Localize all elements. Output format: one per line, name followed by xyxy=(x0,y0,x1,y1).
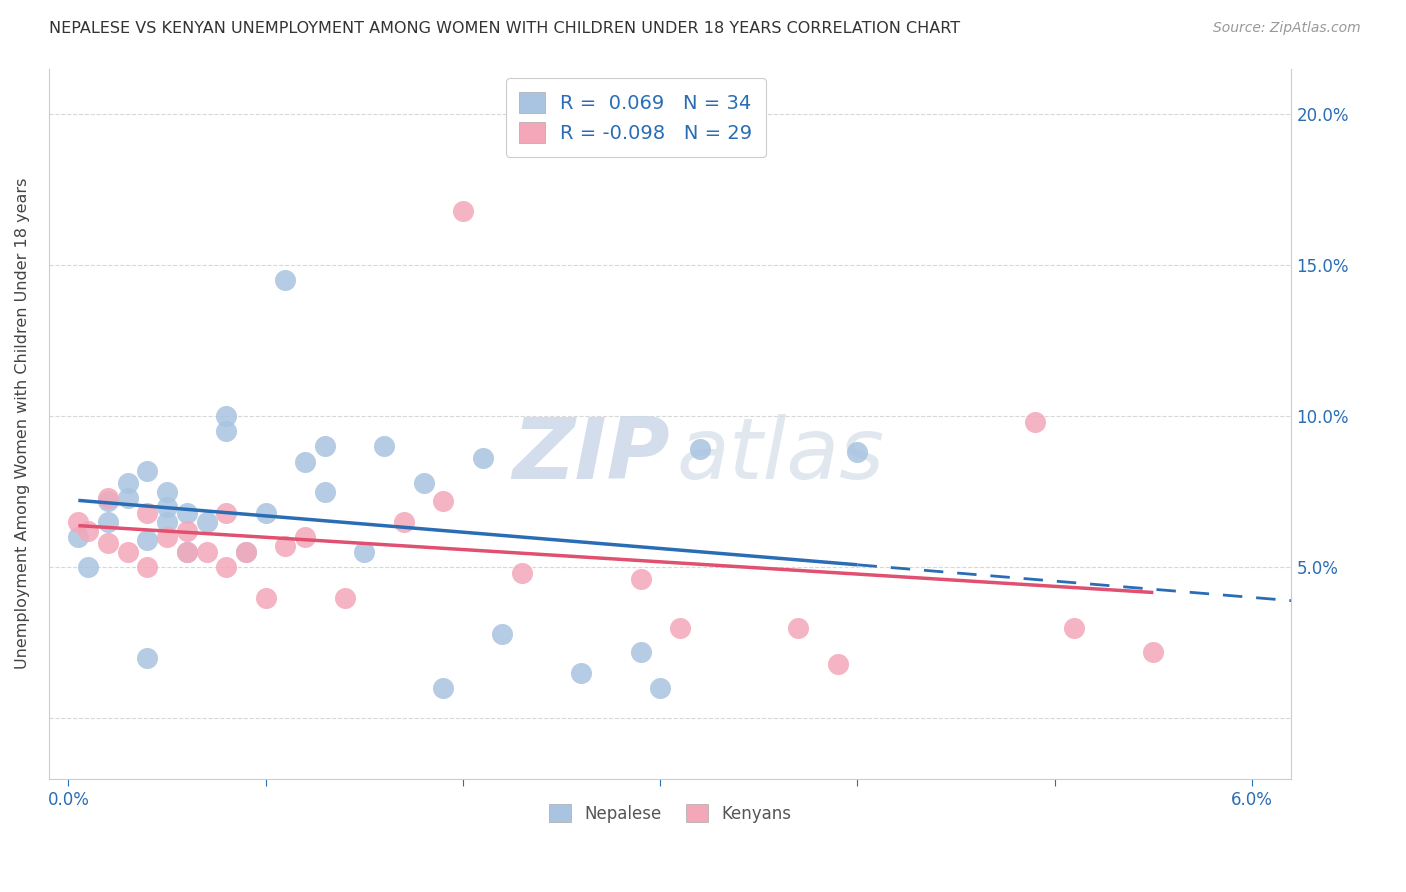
Point xyxy=(294,454,316,468)
Point xyxy=(176,545,198,559)
Point xyxy=(294,530,316,544)
Point xyxy=(195,545,218,559)
Point xyxy=(392,515,415,529)
Point xyxy=(314,484,336,499)
Point xyxy=(235,545,257,559)
Legend: Nepalese, Kenyans: Nepalese, Kenyans xyxy=(537,792,803,835)
Point xyxy=(77,524,100,538)
Point xyxy=(491,627,513,641)
Point xyxy=(569,666,592,681)
Point xyxy=(117,475,139,490)
Point xyxy=(97,536,120,550)
Text: NEPALESE VS KENYAN UNEMPLOYMENT AMONG WOMEN WITH CHILDREN UNDER 18 YEARS CORRELA: NEPALESE VS KENYAN UNEMPLOYMENT AMONG WO… xyxy=(49,21,960,36)
Point xyxy=(77,560,100,574)
Point xyxy=(827,657,849,671)
Point xyxy=(235,545,257,559)
Point xyxy=(510,566,533,581)
Point xyxy=(373,439,395,453)
Point xyxy=(156,500,179,514)
Point xyxy=(630,573,652,587)
Point xyxy=(432,681,454,696)
Point xyxy=(67,515,90,529)
Point xyxy=(650,681,672,696)
Point xyxy=(176,524,198,538)
Point xyxy=(215,506,238,520)
Point xyxy=(451,203,474,218)
Point xyxy=(97,491,120,505)
Text: ZIP: ZIP xyxy=(512,414,671,497)
Point xyxy=(136,506,159,520)
Point xyxy=(846,445,869,459)
Point xyxy=(67,530,90,544)
Point xyxy=(176,506,198,520)
Text: Source: ZipAtlas.com: Source: ZipAtlas.com xyxy=(1213,21,1361,35)
Point xyxy=(274,273,297,287)
Point xyxy=(215,424,238,438)
Point xyxy=(117,545,139,559)
Point xyxy=(353,545,375,559)
Point xyxy=(412,475,434,490)
Point xyxy=(630,645,652,659)
Point xyxy=(254,506,277,520)
Point xyxy=(689,442,711,457)
Point xyxy=(1142,645,1164,659)
Point xyxy=(156,530,179,544)
Point xyxy=(195,515,218,529)
Point xyxy=(97,493,120,508)
Point xyxy=(215,409,238,424)
Point xyxy=(156,484,179,499)
Point xyxy=(669,621,692,635)
Point xyxy=(136,533,159,547)
Point xyxy=(471,451,494,466)
Point xyxy=(333,591,356,605)
Text: atlas: atlas xyxy=(676,414,884,497)
Point xyxy=(254,591,277,605)
Point xyxy=(117,491,139,505)
Point xyxy=(314,439,336,453)
Point xyxy=(136,560,159,574)
Point xyxy=(176,545,198,559)
Point xyxy=(274,539,297,553)
Point xyxy=(136,464,159,478)
Y-axis label: Unemployment Among Women with Children Under 18 years: Unemployment Among Women with Children U… xyxy=(15,178,30,669)
Point xyxy=(156,515,179,529)
Point xyxy=(1063,621,1085,635)
Point xyxy=(215,560,238,574)
Point xyxy=(787,621,810,635)
Point xyxy=(1024,415,1046,429)
Point xyxy=(97,515,120,529)
Point xyxy=(432,493,454,508)
Point xyxy=(136,651,159,665)
